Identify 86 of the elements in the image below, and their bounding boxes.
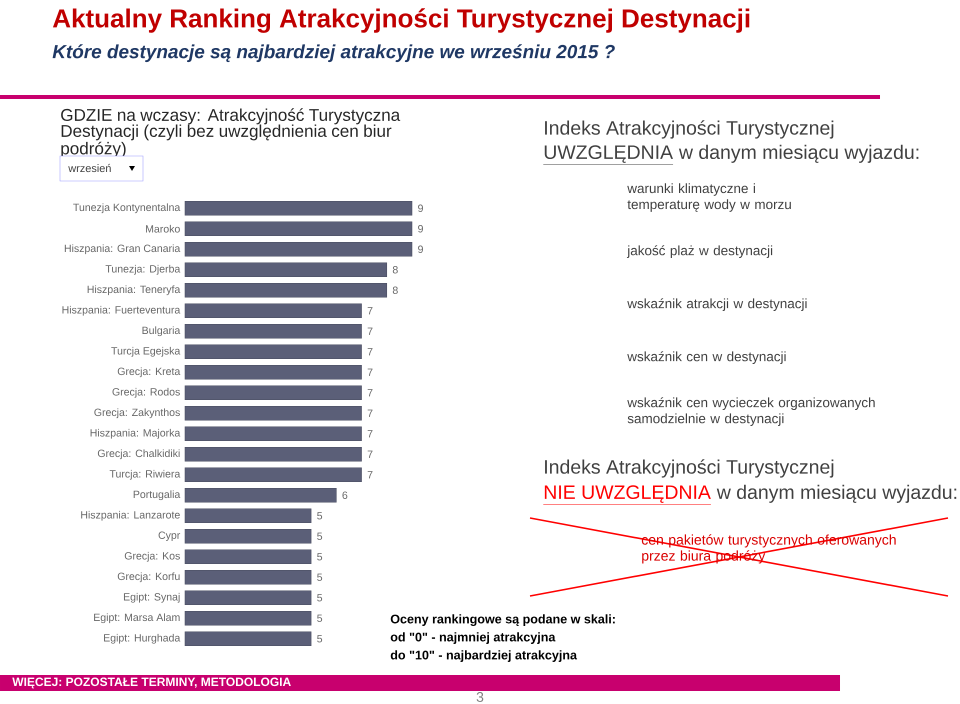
text: wskaźnik cen w destynacji [627,351,786,364]
data-label: 6 [342,492,348,499]
bar [184,590,312,606]
y-tick-label: Hiszpania: Teneryfa [88,285,180,296]
bar [184,467,362,482]
text: warunki klimatyczne i temperaturę wody w morzu [627,183,791,212]
bar [184,324,362,339]
bar [184,200,412,216]
bar [184,549,312,564]
y-tick-label: Hiszpania: Fuerteventura [62,306,180,316]
data-label: 9 [418,246,423,253]
data-label: 9 [418,225,423,232]
y-tick-label: Cypr [158,531,180,542]
text: 3 [476,692,484,702]
y-tick-label: Grecja: Kreta [118,367,180,378]
text: Indeks Atrakcyjności Turystycznej [545,459,834,478]
y-tick-label: Hiszpania: Lanzarote [81,510,180,521]
y-tick-label: Grecja: Chalkidiki [98,449,180,460]
text: jakość plaż w destynacji [626,245,772,258]
text: wskaźnik atrakcji w destynacji [627,298,807,311]
bar [184,303,362,318]
y-tick-label: Hiszpania: Gran Canaria [64,244,180,254]
data-label: 5 [317,532,322,540]
bar [184,446,362,462]
bar [184,406,362,421]
text: WIĘCEJ: POZOSTAŁE TERMINY, METODOLOGIA [12,678,291,688]
text: GDZIE na wczasy: Atrakcyjność Turystyczna Destynacji (czyli bez uwzględnienia cen biur podróży) [61,108,400,158]
y-tick-label: Portugalia [134,490,180,500]
data-label: 7 [368,430,372,438]
data-label: 7 [368,389,372,396]
chart-title: Aktualny Ranking Atrakcyjności Turystycznej Destynacji [52,8,750,33]
y-tick-label: Hiszpania: Majorka [90,428,180,439]
data-label: 8 [392,286,398,294]
bar [184,570,312,585]
y-tick-label: Turcja Egejska [111,346,180,357]
text: do "10" - najbardziej atrakcyjna [390,650,578,662]
data-label: 5 [317,553,322,560]
y-tick-label: Maroko [146,224,180,233]
bar [184,631,312,646]
bar [184,262,388,278]
bar [184,385,362,400]
y-tick-label: Turcja: Riwiera [110,470,180,480]
data-label: 7 [368,450,372,458]
y-tick-label: Bulgaria [142,326,180,336]
data-label: 7 [368,328,372,335]
data-label: 5 [317,512,322,520]
bar [184,610,312,626]
text: Indeks Atrakcyjności Turystycznej [545,120,834,139]
data-label: 5 [317,574,322,581]
bar [184,528,312,544]
bar [184,426,362,442]
annotation: Oceny rankingowe są podane w skali: [390,614,615,626]
data-label: 9 [418,204,423,212]
bar [184,364,362,380]
bar [184,488,337,503]
y-tick-label: Grecja: Kos [124,552,180,562]
bar [184,242,412,257]
text: NIE UWZGLĘDNIA [544,485,711,503]
y-tick-label: Egipt: Marsa Alam [94,613,180,624]
y-tick-label: Grecja: Rodos [112,388,180,398]
bar [184,344,362,360]
bar [184,282,388,298]
data-label: 7 [368,368,372,376]
annotation: od "0" - najmniej atrakcyjna [390,632,556,644]
data-label: 7 [368,410,372,417]
y-tick-label: Grecja: Korfu [118,572,180,582]
text: w danym miesiącu wyjazdu: [716,484,956,503]
chart-subtitle: Które destynacje są najbardziej atrakcyjne we wrześniu 2015 ? [52,44,615,62]
data-label: 7 [368,348,372,356]
y-tick-label: Grecja: Zakynthos [94,408,180,418]
data-label: 7 [368,471,372,478]
y-tick-label: Tunezja: Djerba [106,264,180,275]
data-label: 7 [368,307,372,314]
bar [184,508,312,524]
data-label: 5 [317,614,322,622]
text: w danym miesiącu wyjazdu: [678,144,918,163]
data-label: 5 [317,635,322,642]
text: wrzesień [68,164,111,172]
data-label: 8 [392,266,398,274]
data-label: 5 [317,594,322,602]
text: UWZGLĘDNIA [544,145,674,163]
text: wskaźnik cen wycieczek organizowanych samodzielnie w destynacji [627,397,875,426]
y-tick-label: Egipt: Synaj [124,592,180,603]
y-tick-label: Egipt: Hurghada [104,634,180,644]
y-tick-label: Tunezja Kontynentalna [73,203,180,214]
bar [184,221,412,236]
